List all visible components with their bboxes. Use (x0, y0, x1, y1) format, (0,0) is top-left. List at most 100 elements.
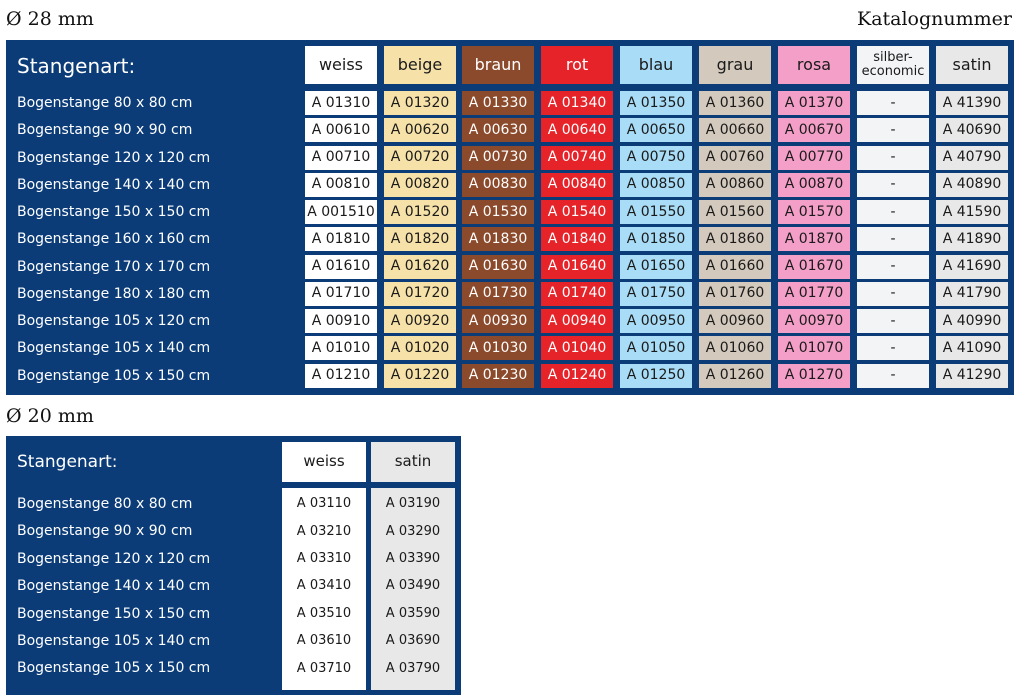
catalog-cell: A 41890 (936, 227, 1008, 252)
catalog-cell: A 01220 (384, 363, 456, 388)
catalog-cell: A 01810 (305, 227, 377, 252)
catalog-cell: - (857, 227, 929, 252)
catalog-cell: A 01350 (620, 91, 692, 115)
catalog-cell: A 01270 (778, 363, 850, 388)
catalog-cell: A 40790 (936, 145, 1008, 170)
catalog-cell: A 00930 (462, 309, 534, 333)
catalog-cell: - (857, 254, 929, 279)
row-label: Bogenstange 120 x 120 cm (17, 149, 211, 166)
catalog-cell: A 00710 (305, 145, 377, 170)
column-header-rot: rot (541, 46, 613, 84)
catalog-cell: A 01050 (620, 336, 692, 361)
catalog-cell: A 01750 (620, 281, 692, 306)
catalog-cell: A 00640 (541, 118, 613, 143)
column-header-blau: blau (620, 46, 692, 84)
catalog-cell: A 01570 (778, 200, 850, 224)
catalog-cell: A 01620 (384, 254, 456, 279)
row-label: Bogenstange 90 x 90 cm (17, 523, 193, 540)
catalog-cell: A 00620 (384, 118, 456, 143)
table-20mm: Stangenart: weiss satin Bogenstange 80 x 8… (6, 436, 461, 695)
row-label: Bogenstange 180 x 180 cm (17, 285, 211, 302)
catalog-cell: A 01020 (384, 336, 456, 361)
catalog-cell: A 03290 (385, 523, 441, 539)
catalog-cell: A 03710 (296, 660, 352, 676)
table-20mm-header-label: Stangenart: (17, 452, 118, 472)
catalog-number-heading: Katalognummer (857, 8, 1012, 30)
catalog-cell: A 03490 (385, 578, 441, 594)
catalog-cell: A 00630 (462, 118, 534, 143)
catalog-cell: A 01720 (384, 281, 456, 306)
catalog-cell: - (857, 363, 929, 388)
catalog-cell: A 41790 (936, 281, 1008, 306)
catalog-cell: - (857, 336, 929, 361)
catalog-cell: A 00720 (384, 145, 456, 170)
catalog-cell: A 01330 (462, 91, 534, 115)
catalog-cell: A 01610 (305, 254, 377, 279)
catalog-cell: A 41590 (936, 200, 1008, 224)
catalog-cell: A 41390 (936, 91, 1008, 115)
catalog-cell: A 00820 (384, 172, 456, 197)
catalog-cell: A 00810 (305, 172, 377, 197)
catalog-cell: A 00910 (305, 309, 377, 333)
catalog-cell: A 001510 (305, 200, 377, 224)
catalog-cell: A 03590 (385, 605, 441, 621)
catalog-cell: A 00870 (778, 172, 850, 197)
row-label: Bogenstange 105 x 150 cm (17, 367, 211, 384)
catalog-cell: A 01530 (462, 200, 534, 224)
catalog-cell: A 00740 (541, 145, 613, 170)
catalog-cell: A 40990 (936, 309, 1008, 333)
column-header-grau: grau (699, 46, 771, 84)
row-label: Bogenstange 105 x 140 cm (17, 340, 211, 357)
catalog-cell: A 01670 (778, 254, 850, 279)
catalog-cell: A 01250 (620, 363, 692, 388)
row-label: Bogenstange 105 x 150 cm (17, 660, 211, 677)
catalog-cell: A 03390 (385, 550, 441, 566)
catalog-cell: A 01370 (778, 91, 850, 115)
catalog-cell: A 03210 (296, 523, 352, 539)
catalog-cell: A 01310 (305, 91, 377, 115)
catalog-cell: A 00940 (541, 309, 613, 333)
catalog-cell: A 01520 (384, 200, 456, 224)
catalog-cell: A 00860 (699, 172, 771, 197)
catalog-cell: A 03110 (296, 496, 352, 512)
catalog-cell: A 01060 (699, 336, 771, 361)
row-label: Bogenstange 120 x 120 cm (17, 550, 211, 567)
column-header-rosa: rosa (778, 46, 850, 84)
catalog-cell: A 01840 (541, 227, 613, 252)
catalog-cell: A 01650 (620, 254, 692, 279)
row-label: Bogenstange 170 x 170 cm (17, 258, 211, 275)
table-28mm: Stangenart: weiss beige braun rot blau grau ro… (6, 40, 1014, 395)
column-header-beige: beige (384, 46, 456, 84)
catalog-cell: A 01640 (541, 254, 613, 279)
catalog-cell: A 00650 (620, 118, 692, 143)
catalog-cell: A 01230 (462, 363, 534, 388)
catalog-cell: A 00950 (620, 309, 692, 333)
catalog-cell: A 41690 (936, 254, 1008, 279)
row-label: Bogenstange 140 x 140 cm (17, 176, 211, 193)
catalog-cell: A 00750 (620, 145, 692, 170)
catalog-cell: A 03790 (385, 660, 441, 676)
catalog-cell: A 01740 (541, 281, 613, 306)
catalog-cell: A 01710 (305, 281, 377, 306)
catalog-cell: A 01240 (541, 363, 613, 388)
catalog-cell: A 03310 (296, 550, 352, 566)
catalog-cell: - (857, 145, 929, 170)
catalog-cell: A 01030 (462, 336, 534, 361)
row-label: Bogenstange 150 x 150 cm (17, 605, 211, 622)
catalog-cell: A 01870 (778, 227, 850, 252)
catalog-cell: A 01770 (778, 281, 850, 306)
catalog-cell: A 00970 (778, 309, 850, 333)
column-body-satin (371, 488, 455, 690)
catalog-cell: A 01040 (541, 336, 613, 361)
column-header-weiss: weiss (282, 442, 366, 482)
catalog-cell: A 03610 (296, 633, 352, 649)
catalog-cell: A 01860 (699, 227, 771, 252)
catalog-cell: A 01850 (620, 227, 692, 252)
catalog-cell: A 00760 (699, 145, 771, 170)
catalog-cell: A 00920 (384, 309, 456, 333)
catalog-cell: A 03410 (296, 578, 352, 594)
catalog-cell: A 40690 (936, 118, 1008, 143)
catalog-cell: A 01830 (462, 227, 534, 252)
row-label: Bogenstange 150 x 150 cm (17, 204, 211, 220)
row-label: Bogenstange 105 x 140 cm (17, 633, 211, 649)
